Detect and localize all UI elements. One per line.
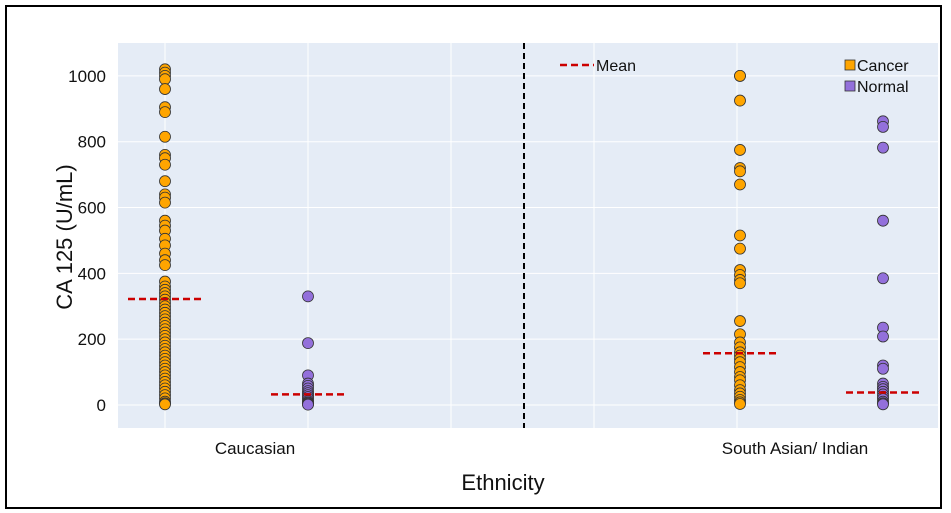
data-point-cancer (159, 130, 171, 143)
x-axis-title: Ethnicity (461, 470, 544, 495)
y-tick-label: 0 (97, 396, 106, 415)
data-point-normal (302, 337, 314, 350)
data-point-cancer (734, 277, 746, 290)
data-point-normal (877, 330, 889, 343)
data-point-cancer (734, 70, 746, 82)
legend: Cancer Normal (844, 58, 909, 96)
mean-legend-label: Mean (596, 58, 636, 75)
data-point-normal (302, 398, 314, 411)
y-tick-label: 800 (78, 133, 106, 152)
data-point-cancer (159, 196, 171, 209)
y-tick-label: 1000 (68, 67, 106, 86)
data-point-normal (877, 121, 889, 133)
data-points (159, 63, 889, 411)
data-point-cancer (159, 398, 171, 411)
y-tick-label: 600 (78, 199, 106, 218)
data-point-cancer (159, 106, 171, 119)
x-tick-labels: Caucasian South Asian/ Indian (215, 439, 868, 458)
data-point-cancer (734, 178, 746, 191)
legend-cancer-swatch (844, 59, 856, 71)
data-point-cancer (734, 315, 746, 327)
y-tick-label: 400 (78, 264, 106, 283)
data-point-cancer (159, 158, 171, 171)
data-point-cancer (159, 175, 171, 188)
data-point-cancer (159, 83, 171, 95)
data-point-cancer (734, 229, 746, 242)
y-tick-label: 200 (78, 330, 106, 349)
x-tick-label: South Asian/ Indian (722, 439, 869, 458)
data-point-normal (877, 362, 889, 375)
data-point-normal (877, 272, 889, 285)
data-point-cancer (159, 73, 171, 86)
legend-normal-swatch (844, 80, 856, 92)
data-point-cancer (734, 242, 746, 255)
plot-area (118, 43, 938, 428)
data-point-cancer (734, 398, 746, 410)
legend-normal-label: Normal (857, 79, 909, 96)
y-tick-labels: 0 200 400 600 800 1000 (68, 67, 106, 415)
y-axis-title: CA 125 (U/mL) (52, 164, 77, 310)
data-point-cancer (734, 144, 746, 156)
mean-lines (128, 297, 920, 396)
data-point-cancer (734, 94, 746, 107)
data-point-cancer (159, 259, 171, 272)
data-point-normal (877, 214, 889, 227)
mean-legend: Mean (560, 58, 636, 75)
x-tick-label: Caucasian (215, 439, 295, 458)
data-point-normal (877, 141, 889, 154)
data-point-cancer (734, 165, 746, 178)
data-point-normal (877, 398, 889, 411)
data-point-normal (302, 290, 314, 303)
legend-cancer-label: Cancer (857, 58, 909, 75)
